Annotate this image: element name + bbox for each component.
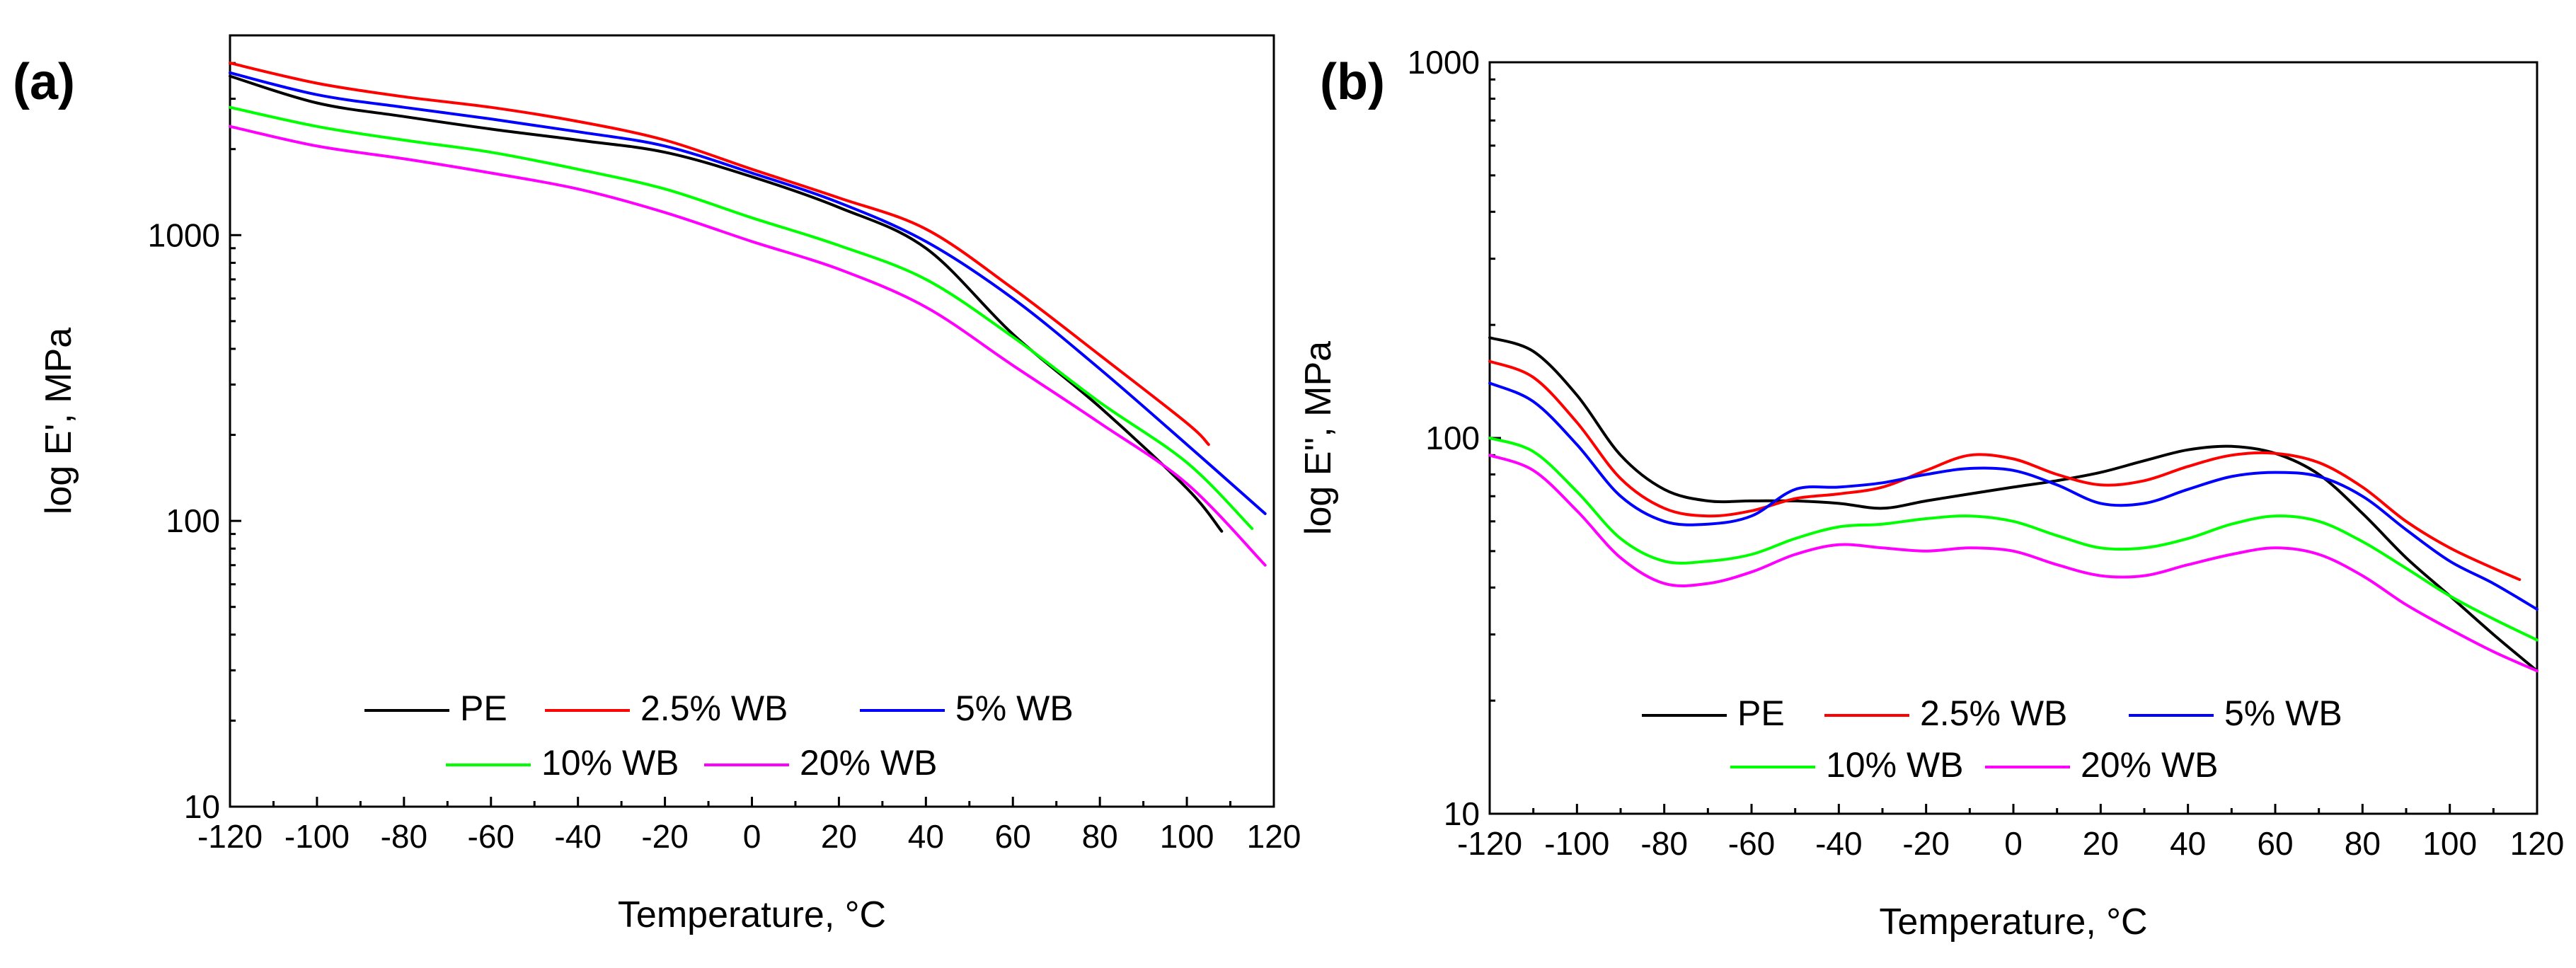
x-axis-label: Temperature, °C [618, 894, 886, 935]
y-tick-label: 1000 [1408, 44, 1480, 81]
y-tick-label: 1000 [148, 217, 220, 253]
x-tick-label: -40 [554, 818, 601, 855]
y-tick-label: 10 [184, 788, 220, 825]
x-tick-label: 120 [2510, 825, 2565, 862]
x-tick-label: -60 [1728, 825, 1775, 862]
panel-a: (a) -120 -100 -80 -60 -40 -20 0 20 40 60 80 100 120 10… [13, 34, 1301, 935]
x-tick-label: 80 [1082, 818, 1118, 855]
x-tick-label: 120 [1247, 818, 1301, 855]
x-tick-label: -80 [381, 818, 427, 855]
series-line-2-5-wb [229, 62, 1210, 446]
x-tick-label: 100 [1160, 818, 1214, 855]
series-line-2-5-wb [1488, 359, 2522, 582]
y-axis-label: log E'', MPa [1298, 341, 1339, 535]
legend: PE 2.5% WB 5% WB 10% WB 20% WB [364, 688, 1074, 783]
x-tick-label: -120 [197, 818, 263, 855]
x-tick-label: 80 [2345, 825, 2381, 862]
x-tick-label: -100 [284, 818, 350, 855]
x-tick-label: 100 [2422, 825, 2477, 862]
x-tick-label: 40 [2170, 825, 2206, 862]
panel-label: (b) [1320, 54, 1385, 110]
x-tick-label: 40 [908, 818, 944, 855]
y-tick-label: 100 [1425, 420, 1480, 456]
series-line-5-wb [1488, 381, 2538, 611]
series-line-pe [229, 74, 1224, 533]
panel-b: (b) -120 -100 -80 -60 -40 -20 0 20 40 60 80 100 120 10… [1298, 44, 2564, 943]
y-axis-label: log E', MPa [38, 328, 79, 514]
x-tick-label: -80 [1640, 825, 1687, 862]
x-tick-label: -60 [468, 818, 514, 855]
series-line-20-wb [229, 125, 1267, 567]
y-tick-label: 100 [166, 502, 220, 539]
series-line-10-wb [229, 105, 1254, 530]
series-line-20-wb [1488, 454, 2538, 673]
legend-label: 5% WB [955, 688, 1074, 728]
legend-label: 10% WB [541, 743, 679, 783]
x-tick-label: 20 [821, 818, 857, 855]
x-tick-label: -100 [1544, 825, 1609, 862]
legend-label: 10% WB [1826, 745, 1964, 785]
series-line-5-wb [229, 71, 1267, 515]
x-tick-label: -120 [1457, 825, 1522, 862]
y-tick-label: 10 [1444, 795, 1480, 832]
legend: PE 2.5% WB 5% WB 10% WB 20% WB [1642, 693, 2342, 785]
x-tick-label: -20 [641, 818, 688, 855]
legend-label: 2.5% WB [1920, 693, 2067, 733]
x-tick-label: 20 [2083, 825, 2119, 862]
x-axis-label: Temperature, °C [1879, 901, 2147, 943]
x-tick-label: 0 [2004, 825, 2023, 862]
legend-label: PE [460, 688, 507, 728]
legend-label: PE [1737, 693, 1785, 733]
legend-label: 2.5% WB [640, 688, 788, 728]
series-line-pe [1488, 336, 2538, 673]
x-tick-label: -20 [1902, 825, 1949, 862]
x-tick-label: 60 [995, 818, 1031, 855]
series-line-10-wb [1488, 437, 2538, 642]
legend-label: 5% WB [2224, 693, 2342, 733]
x-tick-label: 0 [743, 818, 761, 855]
legend-label: 20% WB [800, 743, 938, 783]
x-tick-label: 60 [2257, 825, 2293, 862]
x-tick-label: -40 [1815, 825, 1862, 862]
legend-label: 20% WB [2081, 745, 2219, 785]
panel-label: (a) [13, 54, 75, 110]
